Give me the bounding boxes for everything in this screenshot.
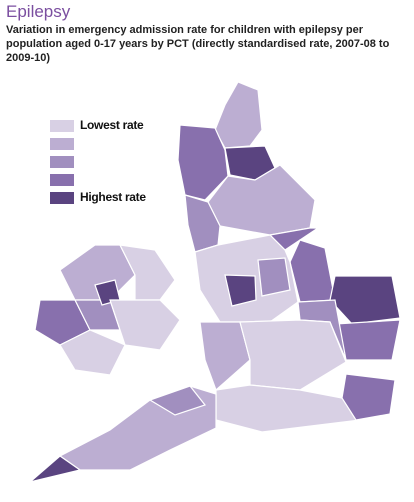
legend-swatch (50, 156, 74, 168)
england-map (29, 81, 401, 483)
london-map (34, 244, 181, 376)
legend-label: Highest rate (80, 190, 146, 204)
legend-swatch (50, 120, 74, 132)
subtitle: Variation in emergency admission rate fo… (6, 24, 390, 64)
legend-swatch (50, 174, 74, 186)
legend-swatch (50, 192, 74, 204)
legend-swatch (50, 138, 74, 150)
title: Epilepsy (6, 2, 71, 21)
legend-label: Lowest rate (80, 118, 144, 132)
legend: Lowest rate Highest rate (50, 118, 147, 204)
